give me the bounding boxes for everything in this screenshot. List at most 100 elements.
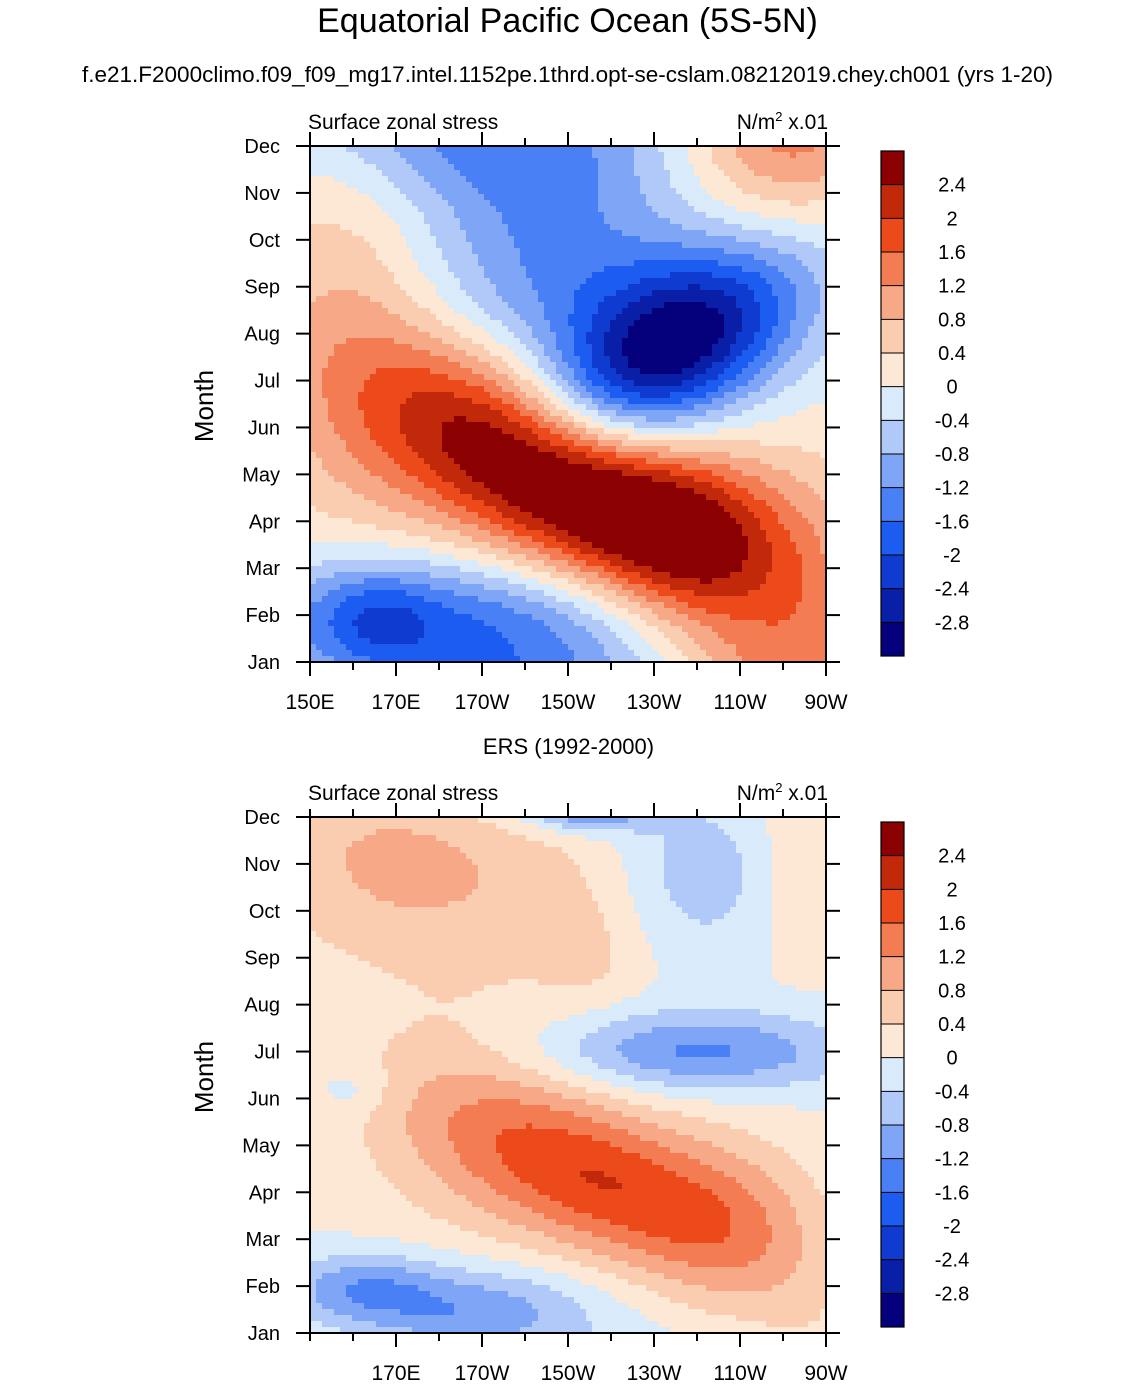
- contour-cell: [610, 284, 617, 291]
- contour-cell: [484, 212, 491, 219]
- contour-cell: [478, 260, 485, 267]
- contour-cell: [490, 290, 497, 297]
- contour-cell: [370, 236, 377, 243]
- contour-cell: [586, 206, 593, 213]
- contour-cell: [556, 242, 563, 249]
- contour-cell: [718, 338, 725, 345]
- contour-cell: [562, 164, 569, 171]
- contour-cell: [814, 254, 821, 261]
- contour-cell: [742, 326, 749, 333]
- contour-cell: [514, 320, 521, 327]
- contour-cell: [442, 194, 449, 201]
- contour-cell: [328, 188, 335, 195]
- contour-cell: [664, 224, 671, 231]
- contour-cell: [388, 434, 395, 441]
- contour-cell: [592, 332, 599, 339]
- contour-cell: [448, 362, 455, 369]
- contour-cell: [568, 446, 575, 453]
- contour-cell: [754, 374, 761, 381]
- contour-cell: [382, 182, 389, 189]
- contour-cell: [802, 212, 809, 219]
- contour-cell: [472, 224, 479, 231]
- contour-cell: [388, 296, 395, 303]
- contour-cell: [568, 410, 575, 417]
- contour-cell: [760, 404, 767, 411]
- contour-cell: [724, 398, 731, 405]
- contour-cell: [766, 284, 773, 291]
- contour-cell: [754, 176, 761, 183]
- contour-cell: [412, 338, 419, 345]
- contour-cell: [718, 374, 725, 381]
- contour-cell: [616, 470, 623, 477]
- contour-cell: [604, 392, 611, 399]
- contour-cell: [568, 464, 575, 471]
- contour-cell: [778, 422, 785, 429]
- contour-cell: [418, 260, 425, 267]
- contour-cell: [574, 146, 581, 153]
- contour-cell: [616, 236, 623, 243]
- contour-cell: [556, 176, 563, 183]
- contour-cell: [604, 152, 611, 159]
- contour-cell: [646, 362, 653, 369]
- contour-cell: [526, 326, 533, 333]
- contour-cell: [376, 464, 383, 471]
- contour-cell: [478, 182, 485, 189]
- contour-cell: [802, 248, 809, 255]
- contour-cell: [484, 200, 491, 207]
- contour-cell: [610, 230, 617, 237]
- contour-cell: [574, 350, 581, 357]
- contour-cell: [592, 200, 599, 207]
- contour-cell: [394, 416, 401, 423]
- contour-cell: [418, 368, 425, 375]
- contour-cell: [670, 176, 677, 183]
- contour-cell: [526, 344, 533, 351]
- contour-cell: [640, 428, 647, 435]
- contour-cell: [544, 314, 551, 321]
- contour-cell: [802, 296, 809, 303]
- contour-cell: [514, 446, 521, 453]
- contour-cell: [358, 464, 365, 471]
- contour-cell: [532, 428, 539, 435]
- contour-cell: [502, 428, 509, 435]
- contour-cell: [604, 194, 611, 201]
- contour-cell: [580, 482, 587, 489]
- contour-cell: [658, 302, 665, 309]
- contour-cell: [364, 362, 371, 369]
- contour-cell: [796, 158, 803, 165]
- contour-cell: [520, 182, 527, 189]
- contour-cell: [370, 230, 377, 237]
- contour-cell: [736, 284, 743, 291]
- contour-cell: [370, 392, 377, 399]
- contour-cell: [502, 380, 509, 387]
- contour-cell: [772, 182, 779, 189]
- contour-cell: [358, 440, 365, 447]
- contour-cell: [664, 404, 671, 411]
- contour-cell: [388, 254, 395, 261]
- contour-cell: [820, 224, 827, 231]
- contour-cell: [682, 272, 689, 279]
- contour-cell: [796, 482, 803, 489]
- contour-cell: [316, 182, 323, 189]
- contour-cell: [712, 452, 719, 459]
- contour-cell: [394, 458, 401, 465]
- contour-cell: [550, 458, 557, 465]
- contour-cell: [310, 476, 317, 483]
- contour-cell: [310, 350, 317, 357]
- contour-cell: [496, 242, 503, 249]
- contour-cell: [358, 362, 365, 369]
- contour-cell: [376, 248, 383, 255]
- contour-cell: [484, 356, 491, 363]
- contour-cell: [538, 404, 545, 411]
- contour-cell: [712, 356, 719, 363]
- contour-cell: [820, 488, 827, 495]
- contour-cell: [694, 482, 701, 489]
- contour-cell: [682, 344, 689, 351]
- contour-cell: [448, 320, 455, 327]
- contour-cell: [424, 212, 431, 219]
- contour-cell: [586, 392, 593, 399]
- contour-cell: [808, 440, 815, 447]
- contour-cell: [496, 476, 503, 483]
- contour-cell: [742, 206, 749, 213]
- contour-cell: [394, 482, 401, 489]
- contour-cell: [718, 146, 725, 153]
